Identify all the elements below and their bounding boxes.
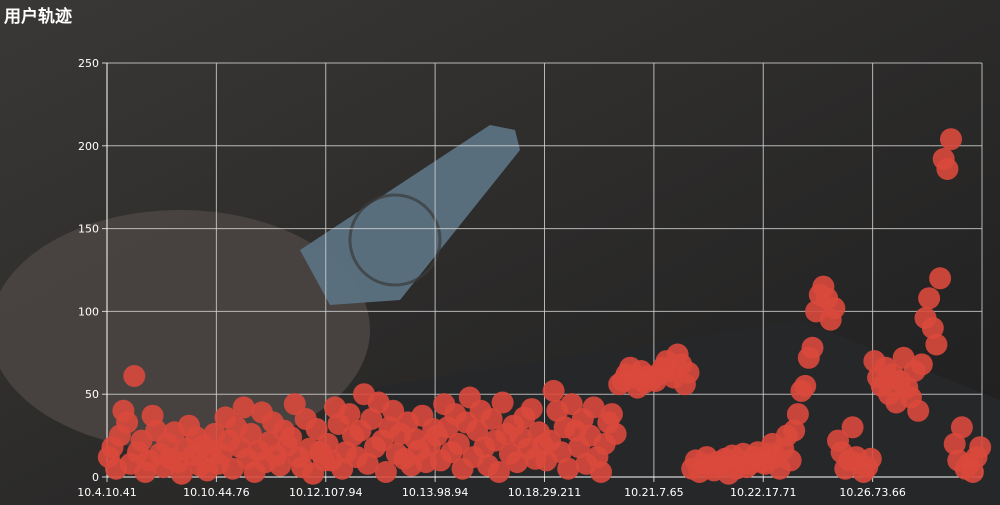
scatter-point bbox=[921, 317, 944, 339]
x-tick-label: 10.22.17.71 bbox=[730, 486, 796, 499]
scatter-point bbox=[600, 403, 623, 426]
x-tick-label: 10.18.29.211 bbox=[508, 486, 581, 499]
scatter-point bbox=[940, 128, 962, 151]
scatter-point bbox=[360, 408, 383, 430]
scatter-point bbox=[929, 267, 952, 290]
scatter-point bbox=[549, 441, 572, 464]
y-tick-label: 0 bbox=[92, 471, 99, 484]
y-tick-label: 50 bbox=[85, 388, 99, 401]
scatter-point bbox=[590, 461, 612, 483]
scatter-point bbox=[582, 396, 605, 419]
scatter-point bbox=[374, 461, 397, 483]
scatter-point bbox=[356, 452, 379, 475]
scatter-point bbox=[910, 353, 933, 376]
scatter-point bbox=[491, 391, 514, 414]
scatter-point bbox=[783, 419, 806, 442]
scatter-point bbox=[123, 365, 146, 387]
y-tick-label: 150 bbox=[78, 223, 99, 236]
scatter-point bbox=[794, 374, 817, 397]
scatter-point bbox=[170, 462, 193, 485]
scatter-point bbox=[823, 297, 846, 320]
scatter-point bbox=[338, 403, 361, 426]
y-tick-label: 250 bbox=[78, 57, 99, 70]
scatter-point bbox=[447, 432, 470, 455]
scatter-point bbox=[943, 432, 966, 455]
x-tick-label: 10.12.107.94 bbox=[289, 486, 362, 499]
scatter-point bbox=[520, 398, 543, 421]
scatter-point bbox=[925, 333, 948, 356]
scatter-point bbox=[936, 158, 959, 180]
scatter-point bbox=[116, 411, 139, 434]
scatter-point bbox=[542, 379, 565, 402]
y-tick-label: 200 bbox=[78, 140, 99, 153]
scatter-point bbox=[969, 436, 992, 459]
x-tick-label: 10.21.7.65 bbox=[624, 486, 683, 499]
x-tick-label: 10.13.98.94 bbox=[402, 486, 468, 499]
scatter-point bbox=[859, 447, 882, 470]
scatter-point bbox=[487, 461, 510, 483]
scatter-point bbox=[907, 399, 930, 422]
scatter-point bbox=[480, 408, 503, 430]
scatter-point bbox=[232, 396, 255, 419]
scatter-point bbox=[316, 432, 339, 455]
scatter-point bbox=[786, 403, 809, 426]
scatter-point bbox=[950, 416, 973, 439]
scatter-point bbox=[240, 422, 262, 445]
x-tick-label: 10.10.44.76 bbox=[183, 486, 249, 499]
scatter-point bbox=[841, 416, 864, 439]
x-tick-label: 10.4.10.41 bbox=[77, 486, 136, 499]
scatter-point bbox=[677, 361, 700, 384]
x-tick-label: 10.26.73.66 bbox=[839, 486, 905, 499]
scatter-point bbox=[604, 422, 627, 445]
y-tick-label: 100 bbox=[78, 305, 99, 318]
scatter-point bbox=[280, 426, 303, 449]
scatter-point bbox=[779, 449, 802, 472]
scatter-point bbox=[801, 336, 824, 359]
chart-title: 用户轨迹 bbox=[4, 7, 72, 27]
scatter-point bbox=[918, 287, 941, 310]
scatter-point bbox=[557, 457, 580, 480]
scatter-point bbox=[269, 454, 292, 477]
